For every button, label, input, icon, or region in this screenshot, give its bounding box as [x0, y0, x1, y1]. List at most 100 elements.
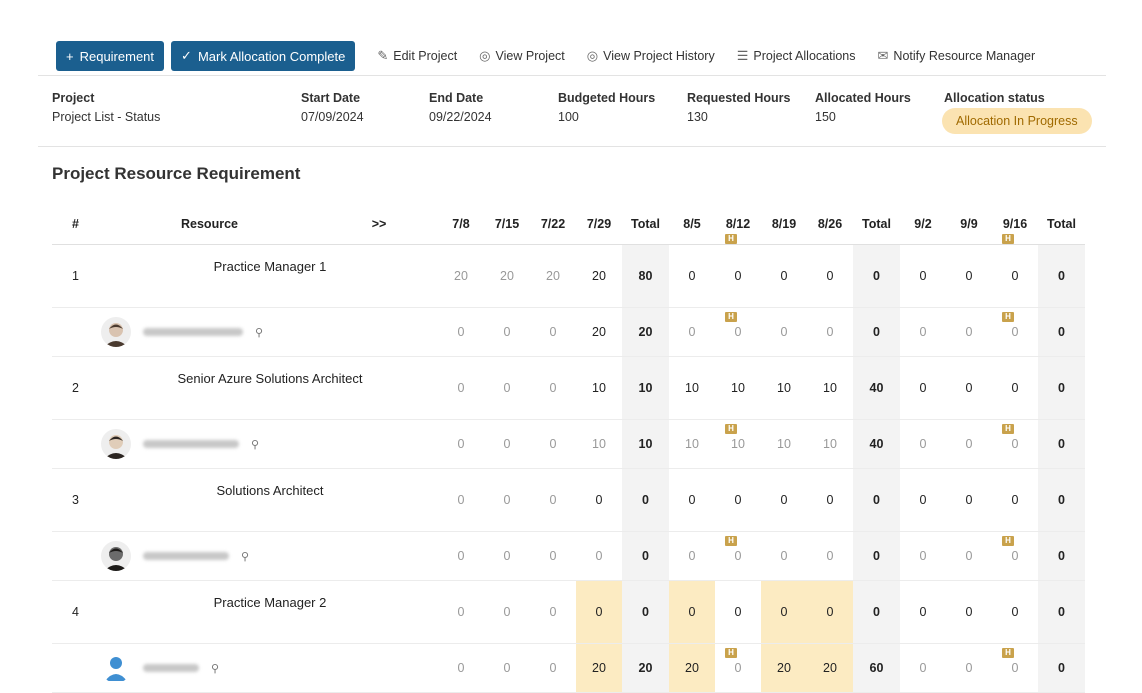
- hours-cell[interactable]: 0: [992, 244, 1038, 308]
- hours-cell[interactable]: 10: [761, 419, 807, 469]
- avatar[interactable]: [101, 429, 131, 459]
- hours-cell[interactable]: 10: [669, 356, 715, 420]
- view-project-history-button[interactable]: ◎ View Project History: [587, 48, 715, 64]
- requirement-row[interactable]: 1 Practice Manager 1 20 20 20 20 80 0 0 0 0 0 0 0 0 0: [52, 244, 1085, 308]
- hours-cell[interactable]: 10: [576, 419, 622, 469]
- hours-cell[interactable]: 0: [946, 356, 992, 420]
- hours-cell[interactable]: 0: [992, 356, 1038, 420]
- hours-cell[interactable]: 0: [530, 468, 576, 532]
- hours-cell[interactable]: 0: [761, 307, 807, 357]
- hours-cell[interactable]: 0: [946, 244, 992, 308]
- hours-cell[interactable]: 0: [484, 307, 530, 357]
- hours-cell[interactable]: 20: [669, 643, 715, 693]
- hours-cell[interactable]: 20: [438, 244, 484, 308]
- hours-cell[interactable]: 0: [900, 307, 946, 357]
- hours-cell[interactable]: 0: [484, 356, 530, 420]
- hours-cell[interactable]: 0: [992, 580, 1038, 644]
- hours-cell[interactable]: 20: [761, 643, 807, 693]
- hours-cell[interactable]: 0: [946, 468, 992, 532]
- hours-cell[interactable]: 0: [438, 307, 484, 357]
- hours-cell[interactable]: 0: [669, 468, 715, 532]
- hours-cell[interactable]: 0: [900, 419, 946, 469]
- hours-cell[interactable]: 0: [900, 531, 946, 581]
- hours-cell[interactable]: 0: [530, 307, 576, 357]
- person-lock-icon[interactable]: ⚲: [211, 662, 220, 675]
- avatar[interactable]: [101, 653, 131, 683]
- hours-cell[interactable]: 0: [761, 580, 807, 644]
- requirement-row[interactable]: 3 Solutions Architect 0 0 0 0 0 0 0 0 0 0 0 0 0 0: [52, 468, 1085, 532]
- hours-cell[interactable]: 0: [807, 580, 853, 644]
- requirement-row[interactable]: 2 Senior Azure Solutions Architect 0 0 0 10 10…: [52, 356, 1085, 420]
- hours-cell[interactable]: 0: [715, 244, 761, 308]
- hours-cell[interactable]: 0: [530, 643, 576, 693]
- hours-cell[interactable]: 20: [530, 244, 576, 308]
- hours-cell[interactable]: 0: [900, 356, 946, 420]
- view-project-button[interactable]: ◎ View Project: [479, 48, 565, 64]
- edit-project-button[interactable]: ✎ Edit Project: [377, 48, 457, 64]
- hours-cell[interactable]: 10: [669, 419, 715, 469]
- hours-cell[interactable]: 0: [669, 307, 715, 357]
- person-name-redacted[interactable]: [143, 552, 229, 560]
- hours-cell[interactable]: 0: [530, 580, 576, 644]
- hours-cell[interactable]: 10: [807, 356, 853, 420]
- hours-cell[interactable]: 0: [484, 419, 530, 469]
- hours-cell[interactable]: 20: [807, 643, 853, 693]
- hours-cell[interactable]: 0: [438, 419, 484, 469]
- hours-cell[interactable]: 0: [807, 468, 853, 532]
- hours-cell[interactable]: 0: [946, 531, 992, 581]
- hours-cell[interactable]: 0: [576, 580, 622, 644]
- hours-cell[interactable]: 0: [807, 307, 853, 357]
- hours-cell[interactable]: 0: [438, 531, 484, 581]
- hours-cell[interactable]: 0: [900, 244, 946, 308]
- hours-cell[interactable]: 0: [900, 468, 946, 532]
- hours-cell[interactable]: 20: [576, 643, 622, 693]
- hours-cell[interactable]: 0: [438, 643, 484, 693]
- hours-cell[interactable]: 0: [715, 468, 761, 532]
- allocation-row[interactable]: ⚲ 0 0 0 10 10 10 10 H 10 10 40 0 0 0 H 0: [52, 419, 1085, 469]
- hours-cell[interactable]: 0: [530, 356, 576, 420]
- hours-cell[interactable]: 10: [715, 356, 761, 420]
- hours-cell[interactable]: 10: [761, 356, 807, 420]
- hours-cell[interactable]: 0: [484, 643, 530, 693]
- hours-cell[interactable]: 0: [761, 468, 807, 532]
- person-lock-icon[interactable]: ⚲: [255, 326, 264, 339]
- expand-columns-button[interactable]: >>: [320, 204, 438, 245]
- project-allocations-button[interactable]: ☰ Project Allocations: [737, 48, 856, 64]
- hours-cell[interactable]: 0: [576, 468, 622, 532]
- hours-cell[interactable]: 0: [669, 531, 715, 581]
- person-name-redacted[interactable]: [143, 328, 243, 336]
- avatar[interactable]: [101, 317, 131, 347]
- mark-allocation-complete-button[interactable]: ✓ Mark Allocation Complete: [171, 41, 356, 71]
- hours-cell[interactable]: 0: [761, 244, 807, 308]
- hours-cell[interactable]: 0: [438, 356, 484, 420]
- hours-cell[interactable]: 0: [900, 580, 946, 644]
- hours-cell[interactable]: 0: [807, 531, 853, 581]
- person-lock-icon[interactable]: ⚲: [241, 550, 250, 563]
- hours-cell[interactable]: 0: [946, 580, 992, 644]
- hours-cell[interactable]: 0: [484, 468, 530, 532]
- hours-cell[interactable]: 0: [669, 580, 715, 644]
- hours-cell[interactable]: 0: [992, 468, 1038, 532]
- person-name-redacted[interactable]: [143, 440, 239, 448]
- hours-cell[interactable]: 0: [807, 244, 853, 308]
- hours-cell[interactable]: 0: [761, 531, 807, 581]
- hours-cell[interactable]: 0: [946, 419, 992, 469]
- hours-cell[interactable]: 0: [900, 643, 946, 693]
- notify-resource-manager-button[interactable]: ✉ Notify Resource Manager: [878, 48, 1036, 64]
- person-name-redacted[interactable]: [143, 664, 199, 672]
- hours-cell[interactable]: 0: [438, 580, 484, 644]
- hours-cell[interactable]: 0: [484, 580, 530, 644]
- requirement-row[interactable]: 4 Practice Manager 2 0 0 0 0 0 0 0 0 0 0 0 0 0 0: [52, 580, 1085, 644]
- hours-cell[interactable]: 20: [576, 244, 622, 308]
- hours-cell[interactable]: 10: [576, 356, 622, 420]
- hours-cell[interactable]: 0: [946, 307, 992, 357]
- hours-cell[interactable]: 0: [530, 531, 576, 581]
- allocation-row[interactable]: ⚲ 0 0 0 20 20 0 0 H 0 0 0 0 0 0 H 0: [52, 307, 1085, 357]
- hours-cell[interactable]: 0: [484, 531, 530, 581]
